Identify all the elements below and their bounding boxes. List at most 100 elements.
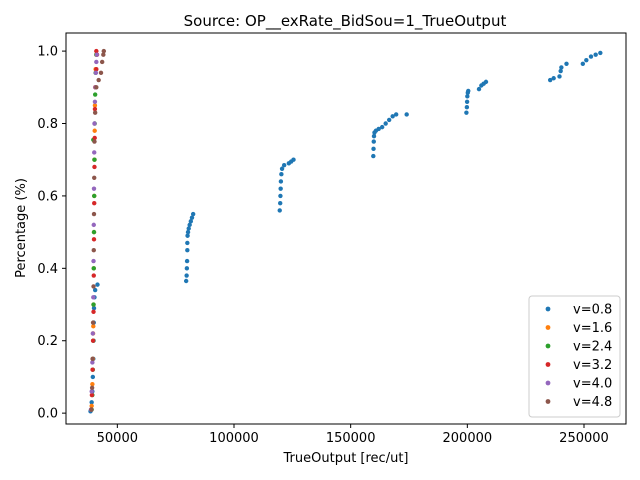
legend-marker — [545, 380, 551, 386]
data-point — [185, 240, 190, 246]
data-point — [91, 324, 96, 329]
data-point — [92, 106, 98, 112]
data-point — [185, 248, 190, 253]
data-point — [390, 114, 395, 119]
data-point — [90, 374, 96, 380]
data-point — [371, 139, 376, 144]
legend-box — [528, 295, 621, 418]
plot-frame — [65, 32, 627, 425]
data-point — [187, 222, 192, 228]
y-axis: 0.0 0.2 0.4 0.6 0.8 1.0 — [37, 45, 66, 422]
legend-label: v=4.0 — [573, 377, 612, 392]
x-tick-label: 100000 — [209, 431, 259, 446]
data-point — [184, 258, 190, 264]
data-point — [95, 282, 100, 287]
data-point — [376, 126, 381, 132]
data-point — [98, 70, 104, 76]
data-point — [185, 229, 191, 235]
data-point — [94, 52, 100, 57]
legend-marker — [545, 306, 551, 312]
data-point — [476, 86, 482, 92]
data-point — [91, 302, 96, 307]
x-tick-label: 50000 — [97, 431, 138, 446]
data-point — [89, 407, 94, 412]
data-point — [465, 94, 470, 99]
data-point — [558, 68, 563, 74]
data-point — [183, 278, 189, 284]
data-point — [90, 367, 95, 372]
data-point — [186, 226, 191, 231]
y-tick-label: 0.4 — [37, 262, 58, 277]
data-point — [277, 208, 282, 213]
series-6 — [89, 48, 107, 412]
data-point — [92, 128, 97, 133]
data-point — [91, 237, 97, 242]
data-point — [185, 233, 190, 238]
data-point — [464, 99, 470, 104]
data-point — [557, 74, 562, 79]
y-tick-label: 1.0 — [37, 45, 58, 60]
data-point — [598, 50, 603, 56]
data-point — [91, 222, 96, 228]
legend-marker — [545, 325, 551, 330]
data-point — [91, 248, 96, 253]
data-point — [92, 175, 97, 181]
data-marks — [88, 48, 603, 414]
data-point — [90, 331, 96, 336]
data-point — [90, 381, 95, 387]
data-point — [101, 52, 106, 57]
data-point — [91, 229, 97, 235]
data-point — [92, 157, 97, 162]
data-point — [559, 65, 564, 70]
data-point — [580, 61, 586, 66]
data-point — [190, 211, 196, 217]
data-point — [547, 77, 553, 83]
y-tick-label: 0.8 — [37, 117, 58, 132]
data-point — [551, 76, 556, 81]
data-point — [96, 77, 101, 83]
data-point — [94, 85, 99, 90]
y-axis-label: Percentage (%) — [14, 178, 29, 278]
data-point — [92, 99, 98, 104]
data-point — [91, 284, 96, 289]
legend-marker — [545, 399, 551, 404]
data-point — [371, 146, 376, 152]
data-point — [584, 57, 589, 63]
data-point — [278, 200, 283, 206]
data-point — [184, 266, 190, 271]
x-tick-label: 200000 — [443, 431, 493, 446]
legend-label: v=0.8 — [573, 303, 612, 318]
legend-label: v=2.4 — [573, 340, 612, 355]
data-point — [91, 211, 97, 217]
data-point — [91, 266, 96, 271]
data-point — [94, 48, 99, 54]
data-point — [278, 179, 284, 184]
data-point — [593, 52, 598, 57]
legend: v=0.8 v=1.6 v=2.4 v=3.2 v=4.0 v=4.8 — [528, 295, 621, 418]
data-point — [189, 215, 195, 220]
x-tick-label: 150000 — [326, 431, 376, 446]
data-point — [564, 61, 569, 66]
data-point — [92, 193, 97, 199]
data-point — [93, 70, 99, 76]
data-point — [92, 110, 98, 115]
y-tick-label: 0.2 — [37, 334, 58, 349]
data-point — [383, 121, 388, 126]
data-point — [188, 219, 194, 224]
data-point — [94, 59, 99, 65]
y-tick-label: 0.6 — [37, 189, 58, 204]
data-point — [291, 157, 296, 162]
legend-label: v=4.8 — [573, 395, 612, 410]
data-point — [89, 403, 94, 409]
data-point — [94, 67, 99, 72]
y-tick-label: 0.0 — [37, 407, 58, 422]
data-point — [371, 133, 377, 139]
x-axis: 50000 100000 150000 200000 250000 — [97, 424, 609, 446]
data-point — [92, 135, 97, 141]
data-point — [279, 166, 285, 171]
data-point — [91, 186, 97, 191]
data-point — [278, 193, 283, 199]
data-point — [464, 110, 469, 115]
data-point — [89, 385, 95, 390]
